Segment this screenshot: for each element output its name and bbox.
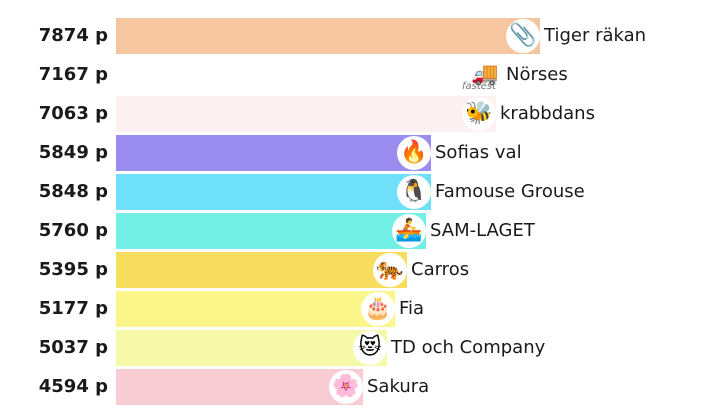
score-label: 5037 p [38,337,108,358]
team-name: Nörses [506,64,568,85]
penguin-icon: 🐧 [397,175,431,209]
team-name: Carros [411,259,470,280]
score-bar [116,135,431,171]
team-name: Sakura [367,376,430,397]
paperclip-icon: 📎 [506,19,540,53]
birthday-cake-icon: 🎂 [361,292,395,326]
score-label: 7167 p [38,64,108,85]
score-label: 5849 p [38,142,108,163]
team-name: krabbdans [500,103,595,124]
team-name: Fia [399,298,425,319]
score-label: 5395 p [38,259,108,280]
leaderboard-row: 7063 p 🐝 krabbdans [0,96,725,132]
score-bar [116,96,496,132]
leaderboard-row: 4594 p 🌸 Sakura [0,369,725,405]
score-label: 7063 p [38,103,108,124]
leaderboard-row: 7874 p 📎 Tiger räkan [0,18,725,54]
bee-icon: 🐝 [462,97,496,131]
team-name: SAM-LAGET [430,220,535,241]
heart-eyes-cat-icon: 😻 [353,331,387,365]
leaderboard-row: 5395 p 🐅 Carros [0,252,725,288]
score-bar [116,57,502,93]
leaderboard-row: 5848 p 🐧 Famouse Grouse [0,174,725,210]
score-label: 4594 p [38,376,108,397]
score-bar [116,18,540,54]
score-label: 5848 p [38,181,108,202]
team-name: Sofias val [435,142,522,163]
fire-icon: 🔥 [397,136,431,170]
team-name: TD och Company [391,337,546,358]
score-label: 5760 p [38,220,108,241]
team-name: Famouse Grouse [435,181,585,202]
leaderboard-row: 5760 p 🚣 SAM-LAGET [0,213,725,249]
team-name: Tiger räkan [544,25,647,46]
delivery-truck-icon: 🚚 [468,58,502,92]
score-bar [116,213,426,249]
fastest-badge: fastest [462,81,497,92]
score-bar [116,291,395,327]
leaderboard-row: 5849 p 🔥 Sofias val [0,135,725,171]
score-bar [116,369,363,405]
leaderboard-row: 5177 p 🎂 Fia [0,291,725,327]
tiger-icon: 🐅 [373,253,407,287]
score-bar [116,174,431,210]
leaderboard-row: 5037 p 😻 TD och Company [0,330,725,366]
score-label: 5177 p [38,298,108,319]
score-label: 7874 p [38,25,108,46]
rowing-boat-icon: 🚣 [392,214,426,248]
score-bar [116,330,387,366]
leaderboard-row: 7167 p 🚚 Nörses fastest [0,57,725,93]
cherry-blossom-icon: 🌸 [329,370,363,404]
score-bar [116,252,407,288]
